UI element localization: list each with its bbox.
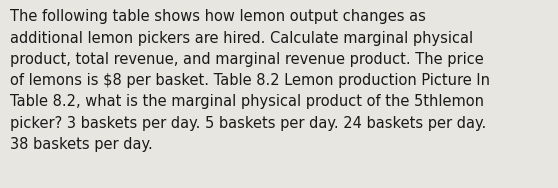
Text: The following table shows how lemon output changes as
additional lemon pickers a: The following table shows how lemon outp… [10, 9, 490, 152]
